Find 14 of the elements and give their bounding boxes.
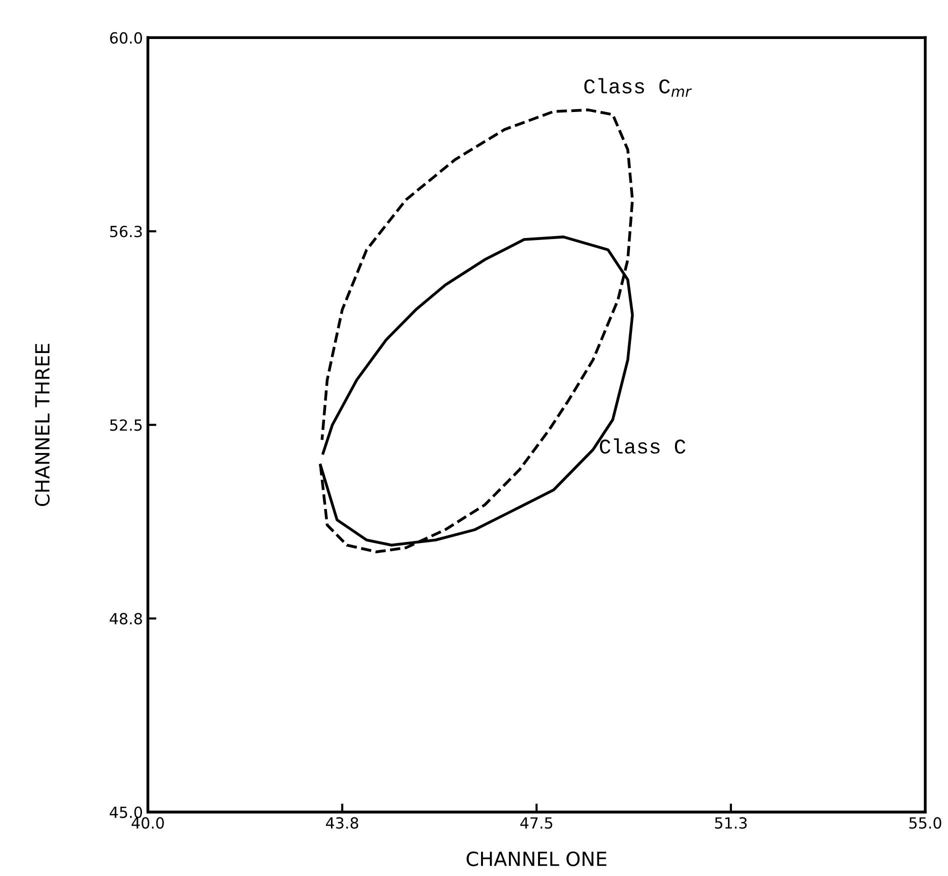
y-axis-title: CHANNEL THREE: [34, 344, 50, 506]
x-tick-label: 55.0: [909, 817, 942, 829]
y-tick-label: 48.8: [110, 612, 142, 624]
y-tick-label: 60.0: [110, 32, 142, 44]
annotation: Class C$_{mr}$: [584, 78, 692, 97]
x-tick-label: 43.8: [326, 817, 358, 829]
y-tick-label: 45.0: [110, 806, 142, 818]
y-tick-label: 56.3: [110, 226, 142, 238]
x-tick-label: 51.3: [715, 817, 747, 829]
x-axis-title: CHANNEL ONE: [466, 851, 606, 866]
annotation: Class C: [600, 438, 686, 454]
x-tick-label: 40.0: [132, 817, 164, 829]
x-tick-label: 47.5: [520, 817, 552, 829]
y-tick-label: 52.5: [110, 419, 142, 431]
